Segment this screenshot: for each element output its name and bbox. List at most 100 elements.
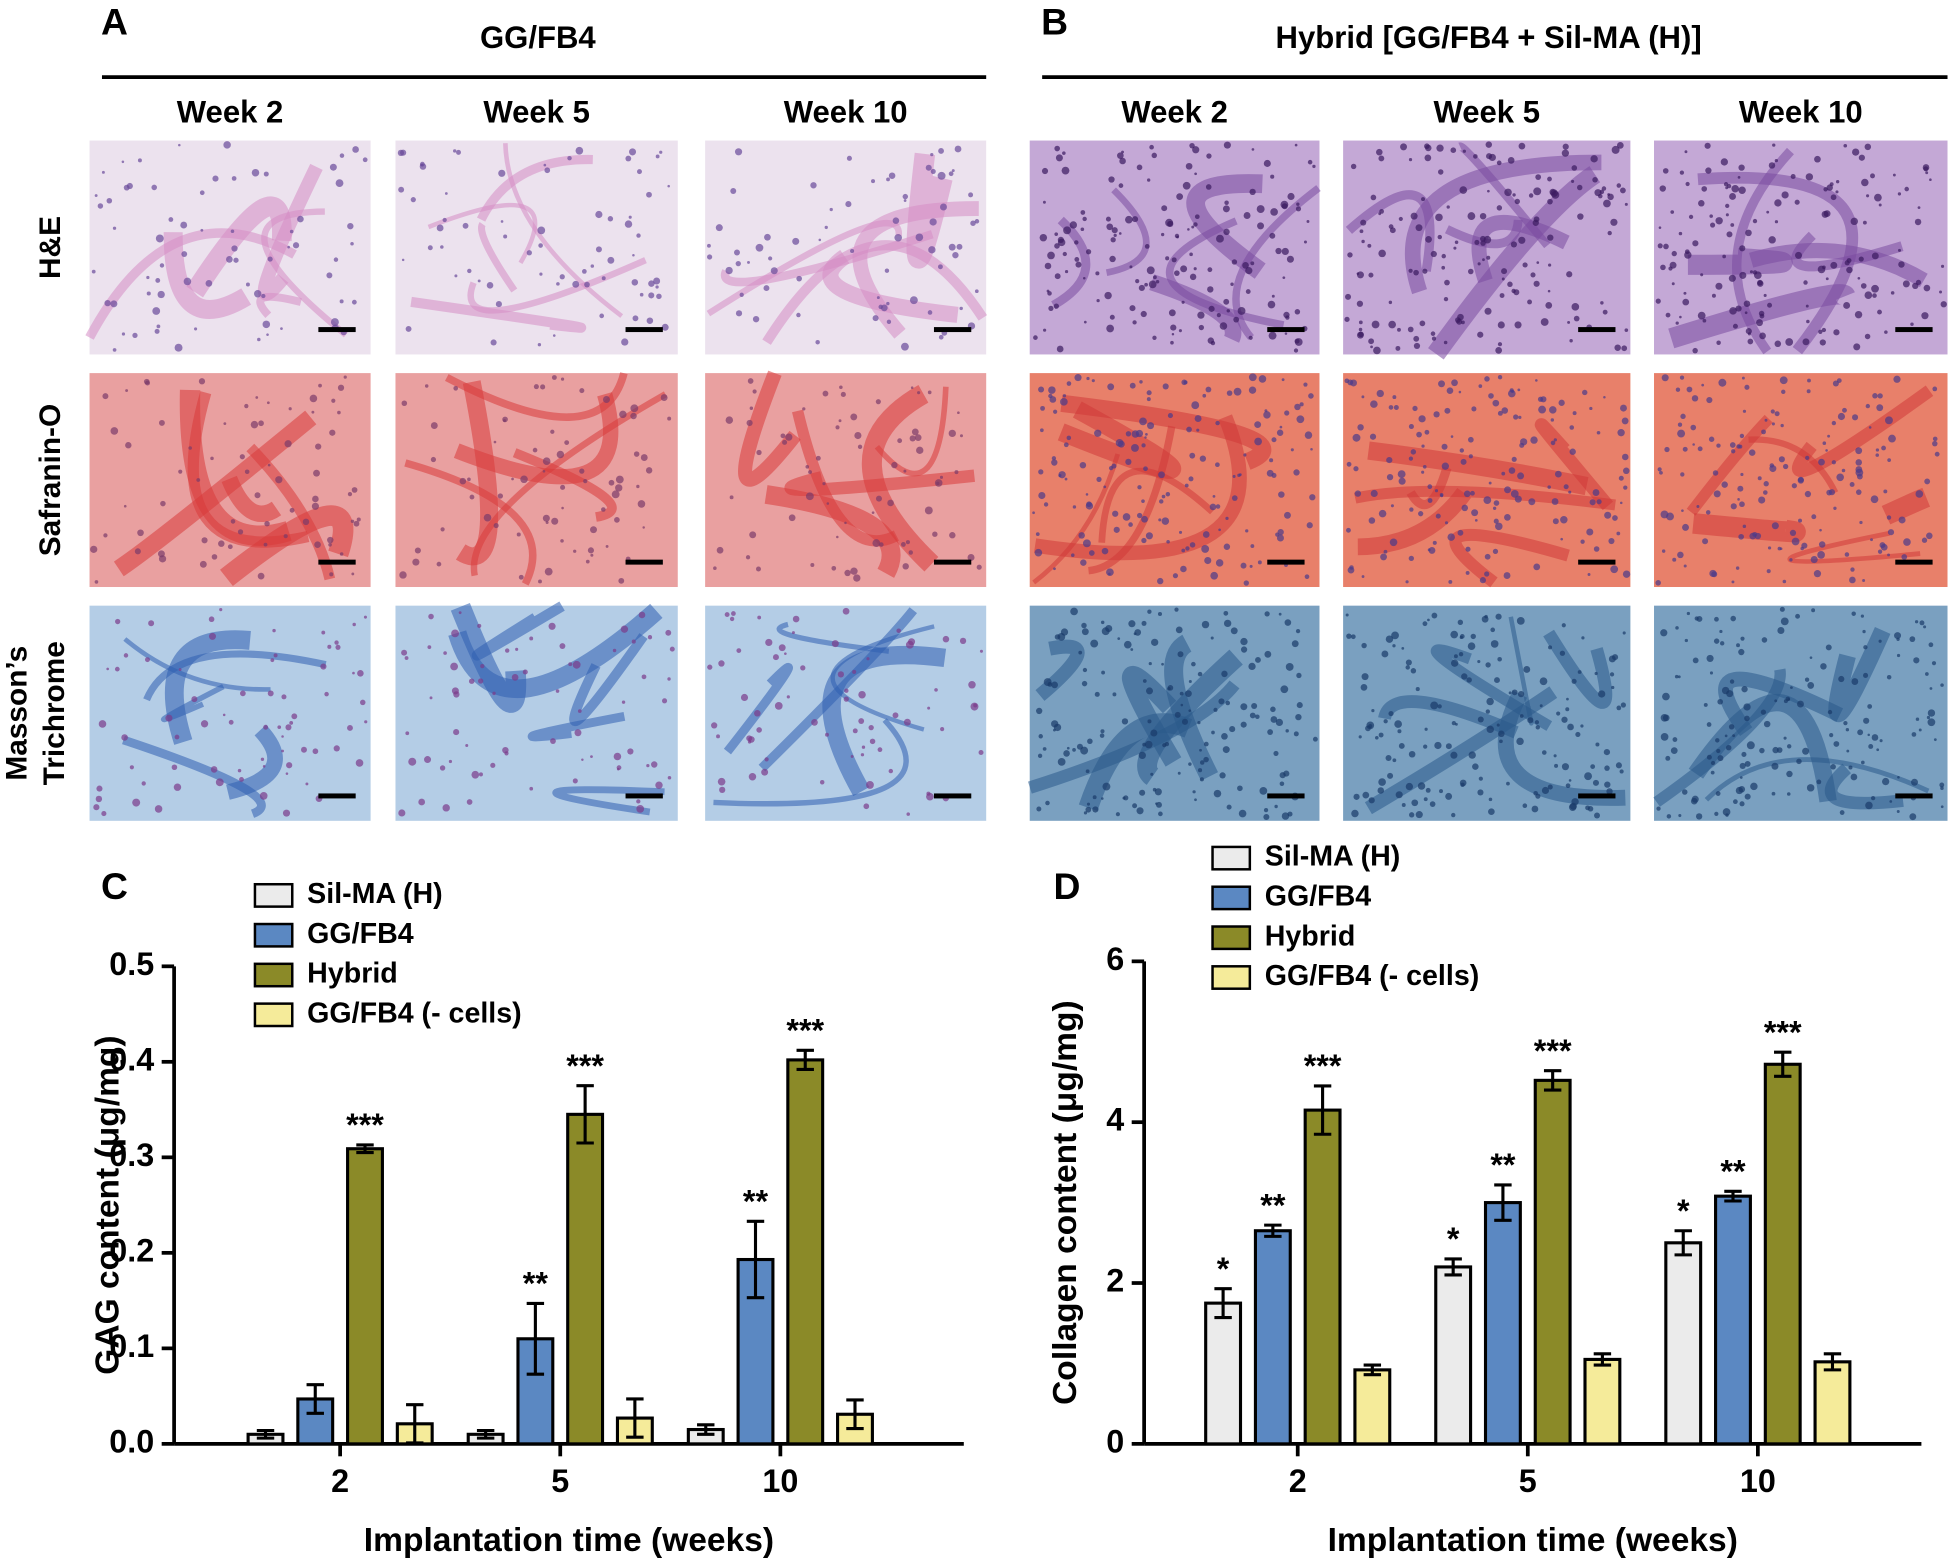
cell	[1457, 619, 1464, 626]
cell	[1401, 647, 1405, 650]
cell	[114, 666, 120, 672]
cell	[110, 300, 118, 308]
tissue-band	[122, 735, 266, 818]
cell	[1913, 657, 1920, 664]
cell	[1780, 423, 1784, 428]
cell	[1270, 174, 1275, 179]
cell	[1870, 495, 1879, 504]
cell	[1871, 284, 1879, 293]
cell	[1742, 524, 1747, 529]
cell	[1145, 687, 1154, 695]
cell	[1074, 374, 1082, 382]
cell	[1796, 758, 1802, 765]
cell	[1345, 293, 1352, 300]
cell	[1460, 458, 1467, 465]
cell	[818, 238, 822, 242]
cell	[1577, 670, 1582, 674]
cell	[1843, 721, 1848, 726]
cell	[1837, 412, 1845, 421]
cell	[1196, 428, 1200, 432]
cell	[1146, 266, 1155, 275]
cell	[399, 571, 407, 579]
cell	[1425, 787, 1431, 793]
cell	[1051, 459, 1058, 466]
x-tick-label: 2	[1289, 1463, 1307, 1499]
cell	[792, 615, 800, 623]
histology-image	[1029, 373, 1320, 588]
cell	[1379, 209, 1384, 214]
cell	[1561, 149, 1569, 157]
cell	[612, 648, 617, 653]
cell	[1038, 491, 1046, 500]
cell	[1048, 386, 1056, 394]
cell	[927, 706, 931, 710]
cell	[1048, 305, 1054, 311]
cell	[1684, 249, 1690, 255]
cell	[155, 234, 164, 243]
cell	[143, 378, 150, 385]
cell	[1835, 179, 1840, 184]
cell	[1424, 154, 1432, 162]
cell	[1185, 162, 1193, 170]
cell	[934, 688, 938, 692]
cell	[749, 406, 754, 410]
cell	[538, 243, 543, 248]
cell	[1408, 456, 1414, 461]
cell	[154, 328, 160, 334]
cell	[782, 439, 788, 445]
cell	[1271, 437, 1277, 443]
cell	[1139, 789, 1146, 796]
cell	[1201, 620, 1210, 629]
cell	[1353, 466, 1359, 472]
cell	[537, 226, 546, 235]
cell	[1890, 291, 1895, 295]
cell	[1237, 307, 1246, 315]
cell	[1821, 210, 1829, 218]
cell	[1358, 327, 1363, 332]
cell	[761, 768, 769, 776]
cell	[1036, 806, 1042, 812]
tissue-band	[852, 201, 979, 339]
cell	[1876, 404, 1884, 412]
cell	[1347, 379, 1354, 386]
cell	[1104, 291, 1112, 300]
cell	[1510, 241, 1518, 248]
cell	[1758, 496, 1766, 504]
cell	[1215, 559, 1224, 567]
tissue-band	[1430, 644, 1553, 731]
cell	[1139, 417, 1147, 426]
cell	[1540, 318, 1549, 326]
cell	[1419, 320, 1426, 327]
cell	[669, 646, 675, 652]
cell	[537, 343, 542, 347]
cell	[1818, 329, 1823, 334]
cell	[1486, 153, 1493, 160]
cell	[1738, 186, 1746, 194]
cell	[1738, 444, 1743, 449]
cell	[1901, 554, 1908, 560]
cell	[1295, 629, 1301, 634]
cell	[1805, 173, 1814, 181]
cell	[621, 338, 629, 346]
cell	[1932, 386, 1938, 392]
significance-label: **	[743, 1183, 769, 1219]
cell	[579, 468, 585, 474]
tissue-band	[478, 221, 518, 293]
cell	[543, 163, 547, 167]
cell	[1140, 310, 1147, 318]
cell	[1911, 732, 1917, 737]
cell	[1427, 498, 1433, 503]
cell	[866, 657, 870, 661]
cell	[408, 757, 417, 766]
cell	[648, 292, 655, 299]
cell	[1441, 443, 1448, 450]
bar	[1303, 1108, 1342, 1446]
cell	[1161, 662, 1164, 666]
cell	[469, 494, 475, 500]
cell	[1804, 490, 1812, 498]
cell	[1779, 376, 1788, 385]
cell	[1655, 298, 1661, 304]
cell	[1864, 333, 1871, 340]
cell	[115, 618, 121, 625]
cell	[875, 399, 881, 405]
